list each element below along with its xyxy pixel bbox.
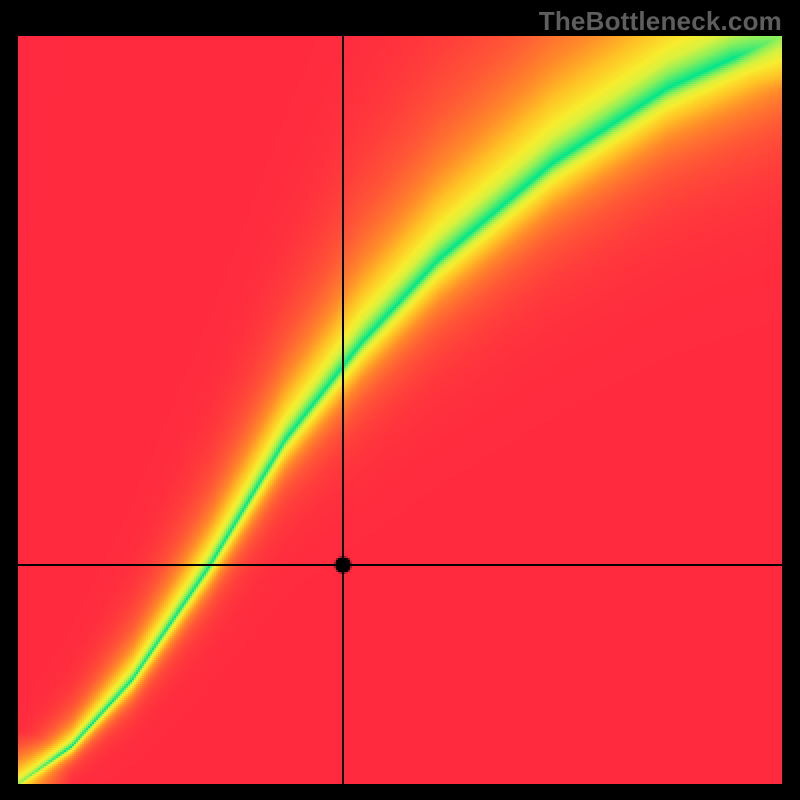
bottleneck-heatmap xyxy=(18,36,782,784)
watermark-text: TheBottleneck.com xyxy=(539,6,782,37)
